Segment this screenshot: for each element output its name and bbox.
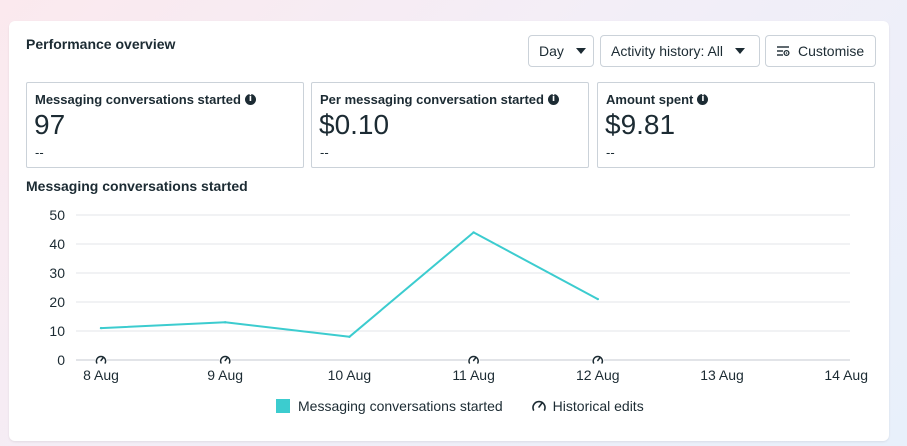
historical-edit-marker-icon[interactable] [219, 354, 232, 365]
activity-history-dropdown[interactable]: Activity history: All [600, 35, 760, 67]
historical-edit-marker-icon[interactable] [95, 354, 107, 365]
metric-value: $9.81 [605, 109, 676, 140]
y-tick-label: 50 [49, 207, 65, 223]
data-point[interactable] [596, 297, 599, 301]
metric-label-row: Messaging conversations started i [35, 92, 256, 107]
y-tick-label: 40 [49, 236, 65, 252]
data-point[interactable] [224, 321, 227, 324]
day-dropdown[interactable]: Day [528, 35, 594, 67]
metric-card-amount-spent: Amount spent i $9.81 -- [597, 82, 875, 168]
x-tick-label: 8 Aug [83, 367, 119, 383]
day-dropdown-label: Day [539, 43, 564, 59]
customise-button[interactable]: Customise [765, 35, 876, 67]
legend-series-label: Messaging conversations started [298, 398, 503, 414]
x-tick-label: 12 Aug [576, 367, 620, 383]
historical-edit-marker-icon[interactable] [591, 354, 604, 365]
caret-down-icon [735, 48, 746, 54]
customise-label: Customise [798, 43, 865, 59]
legend-swatch [276, 399, 290, 413]
x-tick-label: 11 Aug [452, 367, 495, 383]
data-point[interactable] [99, 326, 103, 330]
activity-history-label: Activity history: All [611, 43, 724, 59]
metric-card-conversations: Messaging conversations started i 97 -- [26, 82, 304, 168]
legend-edits-label: Historical edits [552, 398, 644, 414]
metric-delta: -- [606, 145, 615, 160]
x-tick-label: 9 Aug [207, 367, 243, 383]
x-tick-label: 13 Aug [700, 367, 744, 383]
metric-label: Per messaging conversation started [320, 92, 544, 107]
gauge-icon [531, 399, 547, 413]
y-tick-label: 10 [49, 323, 65, 339]
data-point[interactable] [472, 231, 475, 234]
y-tick-label: 30 [49, 265, 65, 281]
customise-icon [776, 44, 790, 58]
legend-item-series[interactable]: Messaging conversations started [276, 398, 503, 414]
x-tick-label: 10 Aug [328, 367, 372, 383]
performance-overview-card: Performance overview Day Activity histor… [9, 21, 889, 441]
chart-title: Messaging conversations started [26, 178, 248, 194]
legend-item-historical-edits[interactable]: Historical edits [531, 398, 644, 414]
metric-label: Messaging conversations started [35, 92, 241, 107]
data-point[interactable] [348, 335, 351, 338]
x-tick-label: 14 Aug [824, 367, 868, 383]
line-chart: 0 10 20 30 40 50 8 Aug 9 Aug 10 Aug 11 Aug 12 Aug 1… [49, 207, 868, 383]
caret-down-icon [575, 48, 586, 54]
metric-value: $0.10 [319, 109, 390, 140]
chart-legend: Messaging conversations started Historic… [276, 398, 644, 414]
metric-label-row: Amount spent i [606, 92, 709, 107]
panel-title: Performance overview [26, 36, 176, 52]
metric-label: Amount spent [606, 92, 694, 107]
metric-label-row: Per messaging conversation started i [320, 92, 559, 107]
info-icon[interactable]: i [697, 94, 709, 105]
info-icon[interactable]: i [244, 94, 256, 105]
metric-delta: -- [35, 145, 44, 160]
metric-card-cost-per-conversation: Per messaging conversation started i $0.… [311, 82, 589, 168]
series-line [100, 231, 599, 338]
historical-edit-marker-icon[interactable] [467, 354, 480, 365]
y-tick-label: 20 [49, 294, 65, 310]
info-icon[interactable]: i [547, 94, 559, 105]
y-tick-label: 0 [57, 352, 65, 368]
metric-delta: -- [320, 145, 329, 160]
metric-value: 97 [34, 109, 66, 140]
